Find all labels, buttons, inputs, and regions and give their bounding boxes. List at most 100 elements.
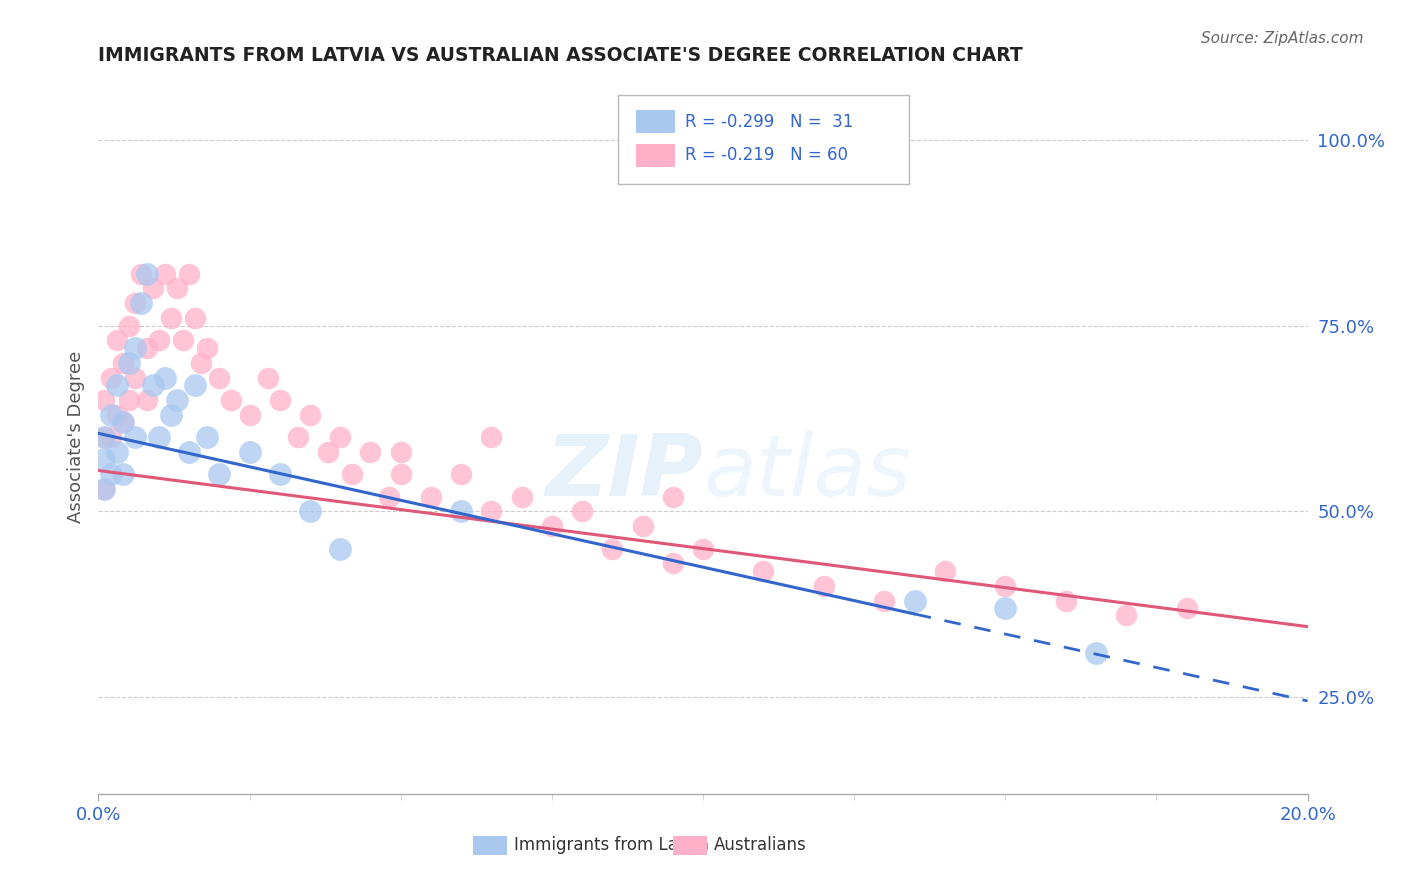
Point xyxy=(450,504,472,518)
Point xyxy=(631,519,654,533)
Point xyxy=(450,467,472,482)
Point xyxy=(1115,608,1137,623)
Point xyxy=(111,356,134,370)
Point xyxy=(93,482,115,496)
Point xyxy=(1054,593,1077,607)
Text: R = -0.219   N = 60: R = -0.219 N = 60 xyxy=(685,146,848,164)
Point xyxy=(100,430,122,444)
Point xyxy=(239,408,262,422)
Bar xyxy=(672,836,707,855)
Point xyxy=(111,467,134,482)
Point xyxy=(184,311,207,326)
Point xyxy=(124,430,146,444)
Point xyxy=(316,445,339,459)
Point xyxy=(329,541,352,556)
Point xyxy=(100,467,122,482)
Point xyxy=(208,370,231,384)
Point xyxy=(571,504,593,518)
Point xyxy=(239,445,262,459)
Point xyxy=(129,296,152,310)
Point xyxy=(93,392,115,407)
Point xyxy=(299,504,322,518)
Point xyxy=(111,415,134,429)
Point xyxy=(190,356,212,370)
Point xyxy=(166,281,188,295)
Point xyxy=(179,445,201,459)
Point xyxy=(540,519,562,533)
Point xyxy=(93,430,115,444)
Point xyxy=(105,378,128,392)
Text: Immigrants from Latvia: Immigrants from Latvia xyxy=(515,837,710,855)
Point xyxy=(184,378,207,392)
Point xyxy=(172,334,194,348)
Point xyxy=(135,267,157,281)
Point xyxy=(661,490,683,504)
Point xyxy=(105,408,128,422)
Point xyxy=(118,392,141,407)
Point xyxy=(148,334,170,348)
Point xyxy=(994,579,1017,593)
Point xyxy=(124,370,146,384)
Point xyxy=(129,267,152,281)
Point xyxy=(111,415,134,429)
Point xyxy=(208,467,231,482)
Point xyxy=(813,579,835,593)
Point xyxy=(153,370,176,384)
Point xyxy=(342,467,364,482)
Point xyxy=(135,392,157,407)
Point xyxy=(118,318,141,333)
Point xyxy=(135,341,157,355)
Point xyxy=(692,541,714,556)
FancyBboxPatch shape xyxy=(619,95,908,184)
Point xyxy=(142,378,165,392)
Point xyxy=(160,311,183,326)
Point xyxy=(100,408,122,422)
Point xyxy=(124,296,146,310)
Point xyxy=(934,564,956,578)
Point xyxy=(166,392,188,407)
Point xyxy=(93,452,115,467)
Point xyxy=(142,281,165,295)
Point xyxy=(118,356,141,370)
Point xyxy=(377,490,399,504)
Point xyxy=(93,430,115,444)
Point xyxy=(148,430,170,444)
Point xyxy=(269,467,291,482)
Point xyxy=(287,430,309,444)
Point xyxy=(994,601,1017,615)
Point xyxy=(105,334,128,348)
Point xyxy=(481,430,503,444)
Point xyxy=(661,557,683,571)
Point xyxy=(360,445,382,459)
Point xyxy=(329,430,352,444)
Point xyxy=(153,267,176,281)
Bar xyxy=(637,111,675,133)
Point xyxy=(256,370,278,384)
Text: Source: ZipAtlas.com: Source: ZipAtlas.com xyxy=(1201,31,1364,46)
Point xyxy=(93,482,115,496)
Point xyxy=(904,593,927,607)
Point xyxy=(389,445,412,459)
Point xyxy=(269,392,291,407)
Point xyxy=(510,490,533,504)
Point xyxy=(1175,601,1198,615)
Point xyxy=(105,445,128,459)
Point xyxy=(389,467,412,482)
Text: R = -0.299   N =  31: R = -0.299 N = 31 xyxy=(685,112,853,130)
Point xyxy=(752,564,775,578)
Point xyxy=(299,408,322,422)
Y-axis label: Associate's Degree: Associate's Degree xyxy=(66,351,84,524)
Point xyxy=(602,541,624,556)
Point xyxy=(124,341,146,355)
Text: IMMIGRANTS FROM LATVIA VS AUSTRALIAN ASSOCIATE'S DEGREE CORRELATION CHART: IMMIGRANTS FROM LATVIA VS AUSTRALIAN ASS… xyxy=(98,45,1024,65)
Point xyxy=(160,408,183,422)
Text: Australians: Australians xyxy=(714,837,807,855)
Bar xyxy=(474,836,508,855)
Text: ZIP: ZIP xyxy=(546,431,703,515)
Point xyxy=(481,504,503,518)
Point xyxy=(100,370,122,384)
Bar xyxy=(637,144,675,167)
Point xyxy=(179,267,201,281)
Point xyxy=(420,490,443,504)
Point xyxy=(873,593,896,607)
